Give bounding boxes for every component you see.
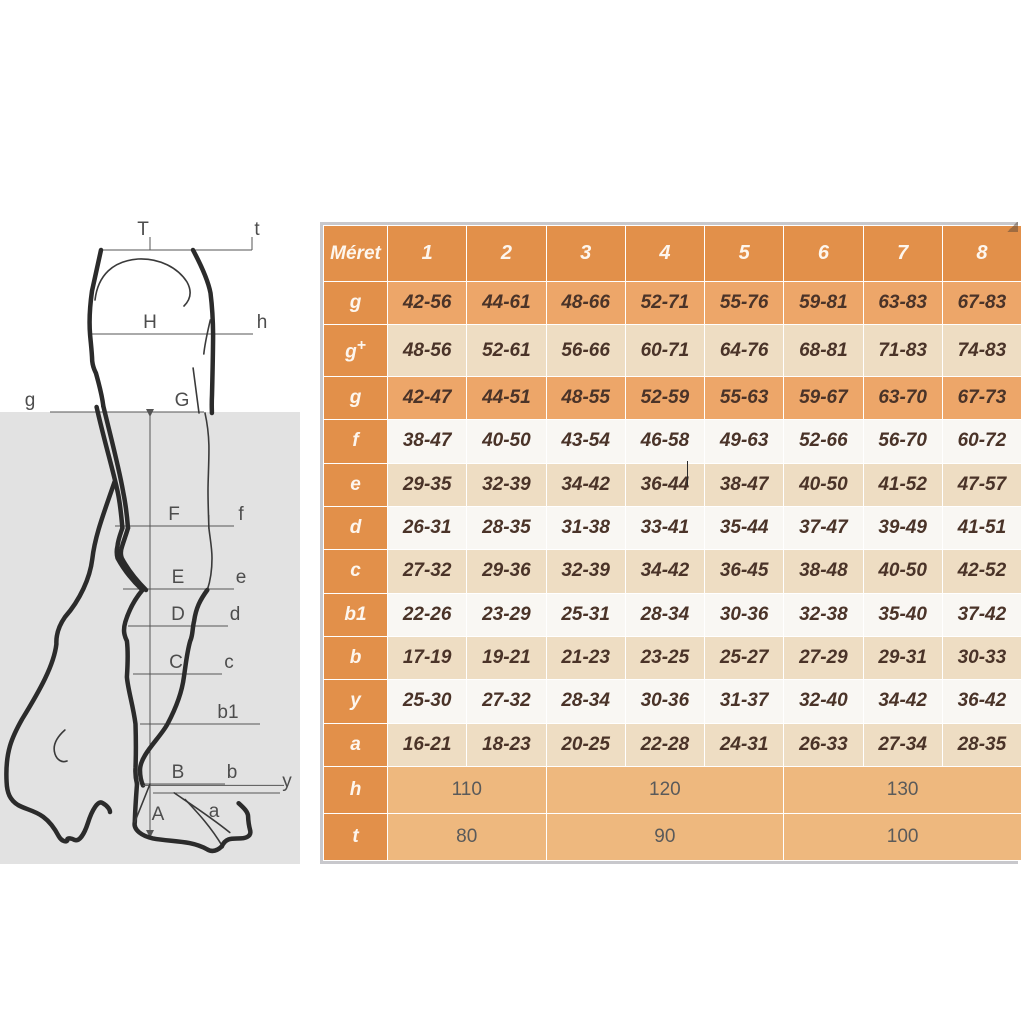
svg-text:b1: b1: [217, 702, 238, 723]
svg-text:G: G: [175, 390, 190, 411]
svg-text:t: t: [254, 219, 260, 240]
svg-text:C: C: [169, 652, 183, 673]
svg-text:h: h: [257, 312, 268, 333]
svg-text:H: H: [143, 312, 157, 333]
svg-text:b: b: [227, 762, 238, 783]
svg-text:e: e: [236, 567, 247, 588]
svg-text:T: T: [137, 219, 149, 240]
svg-text:f: f: [238, 504, 244, 525]
svg-text:c: c: [224, 652, 234, 673]
svg-text:D: D: [171, 604, 185, 625]
svg-text:d: d: [230, 604, 241, 625]
svg-text:g: g: [25, 390, 36, 411]
svg-text:y: y: [282, 771, 292, 792]
svg-text:B: B: [172, 762, 185, 783]
svg-text:E: E: [172, 567, 185, 588]
svg-text:a: a: [209, 801, 220, 822]
svg-text:A: A: [152, 804, 165, 825]
svg-text:F: F: [168, 504, 180, 525]
